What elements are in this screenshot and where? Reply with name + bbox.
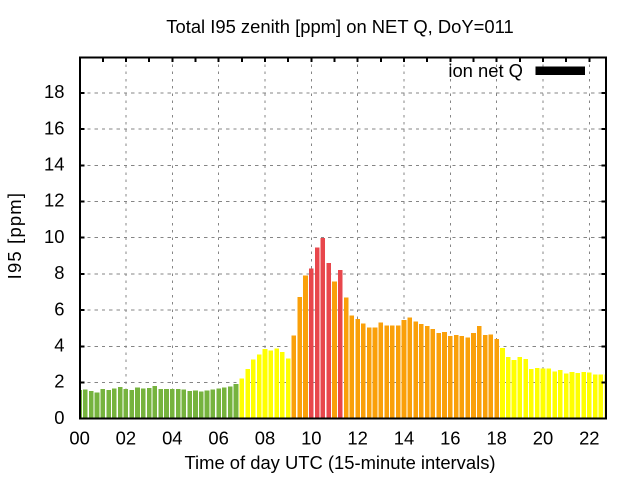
svg-text:0: 0 bbox=[54, 407, 64, 428]
svg-text:10: 10 bbox=[44, 226, 64, 247]
svg-text:I95 [ppm]: I95 [ppm] bbox=[4, 192, 25, 279]
svg-text:18: 18 bbox=[486, 428, 506, 449]
svg-text:00: 00 bbox=[69, 428, 89, 449]
svg-text:06: 06 bbox=[208, 428, 228, 449]
svg-text:12: 12 bbox=[347, 428, 367, 449]
svg-text:20: 20 bbox=[533, 428, 553, 449]
svg-text:8: 8 bbox=[54, 262, 64, 283]
svg-text:22: 22 bbox=[579, 428, 599, 449]
svg-text:6: 6 bbox=[54, 298, 64, 319]
svg-text:Total I95 zenith [ppm] on NET: Total I95 zenith [ppm] on NET Q, DoY=011 bbox=[166, 16, 513, 37]
svg-text:10: 10 bbox=[301, 428, 321, 449]
svg-text:02: 02 bbox=[116, 428, 136, 449]
svg-text:2: 2 bbox=[54, 371, 64, 392]
svg-text:04: 04 bbox=[162, 428, 182, 449]
svg-text:08: 08 bbox=[255, 428, 275, 449]
svg-text:12: 12 bbox=[44, 190, 64, 211]
svg-text:4: 4 bbox=[54, 335, 64, 356]
svg-text:Time of day UTC (15-minute int: Time of day UTC (15-minute intervals) bbox=[184, 452, 495, 473]
svg-text:16: 16 bbox=[440, 428, 460, 449]
svg-text:ion net Q: ion net Q bbox=[448, 60, 523, 81]
svg-text:14: 14 bbox=[44, 154, 64, 175]
svg-text:16: 16 bbox=[44, 117, 64, 138]
svg-text:14: 14 bbox=[394, 428, 414, 449]
svg-text:18: 18 bbox=[44, 81, 64, 102]
